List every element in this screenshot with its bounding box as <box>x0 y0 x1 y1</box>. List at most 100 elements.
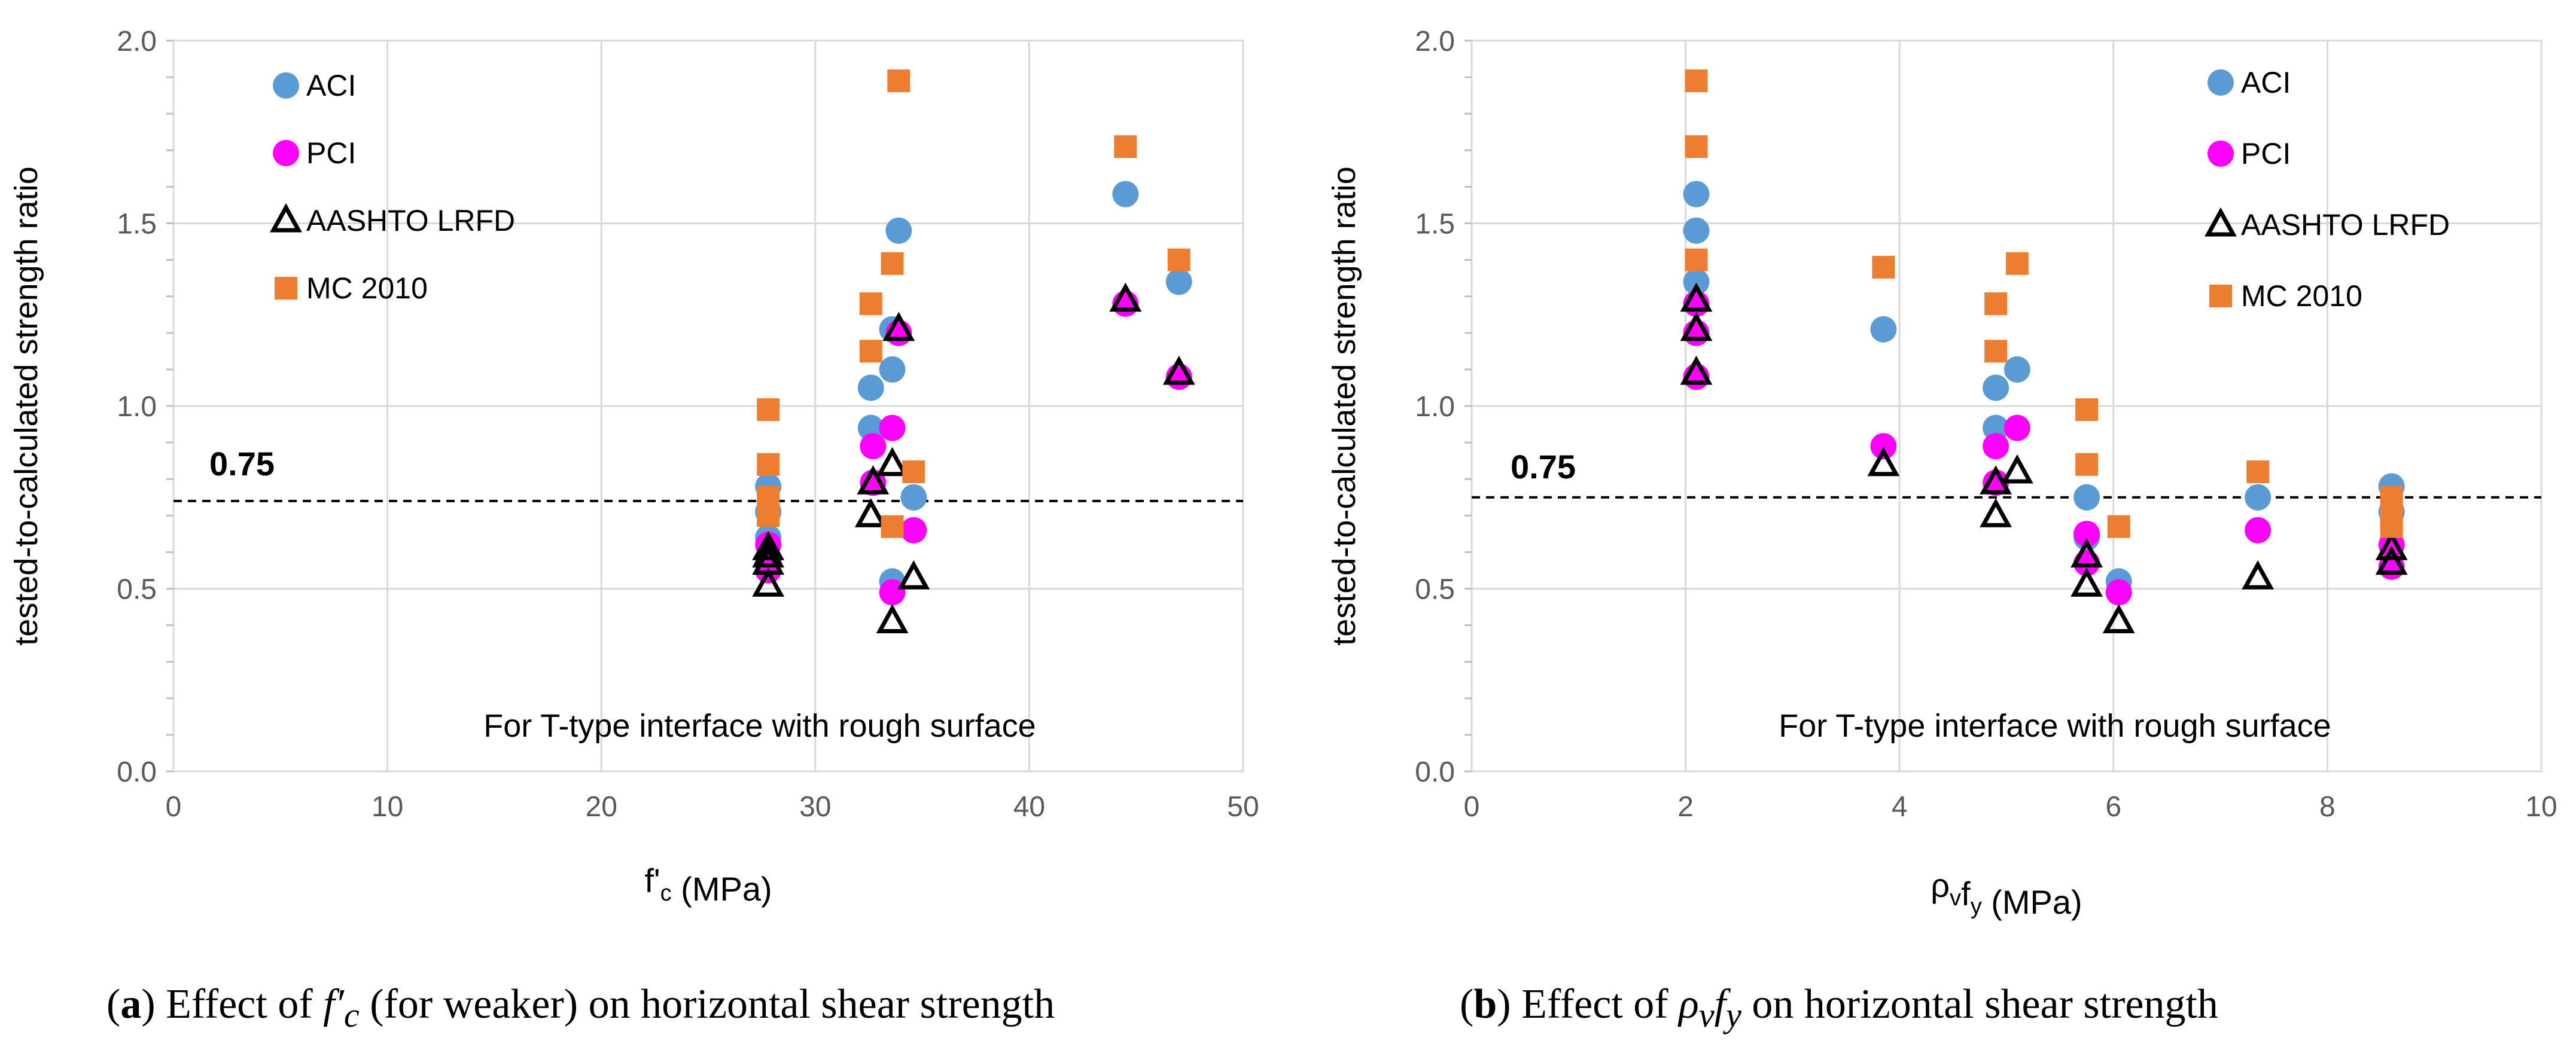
data-point <box>2075 453 2099 476</box>
data-point <box>1867 447 1900 477</box>
series-aashto-lrfd <box>1680 282 2408 633</box>
data-point <box>752 538 785 568</box>
data-point <box>2003 356 2030 383</box>
legend-label: ACI <box>306 69 356 102</box>
data-point <box>2245 484 2271 511</box>
series-aashto-lrfd <box>752 282 1195 633</box>
x-tick-label: 50 <box>1227 791 1259 823</box>
legend-marker <box>275 277 297 300</box>
data-point <box>897 560 930 590</box>
data-point <box>1980 498 2012 527</box>
x-tick-label: 10 <box>2525 791 2557 823</box>
y-tick-label: 1.0 <box>117 391 157 423</box>
legend-label: MC 2010 <box>2241 279 2362 313</box>
data-point <box>859 340 882 363</box>
x-tick-label: 10 <box>372 791 403 823</box>
data-point <box>857 374 884 401</box>
data-point <box>1165 268 1192 295</box>
reference-line-label: 0.75 <box>209 445 275 483</box>
data-point <box>879 414 906 441</box>
data-point <box>2245 517 2271 544</box>
reference-line-label: 0.75 <box>1511 448 1576 486</box>
y-tick-label: 0.5 <box>117 574 157 606</box>
data-point <box>1109 282 1142 312</box>
x-tick-label: 20 <box>586 791 617 823</box>
x-axis-label: f'c (MPa) <box>644 862 772 908</box>
data-point <box>1984 292 2008 315</box>
data-point <box>2102 604 2135 633</box>
y-tick-label: 1.5 <box>117 209 157 240</box>
data-point <box>1685 248 1708 271</box>
data-point <box>1983 374 2009 401</box>
data-point <box>1114 135 1137 158</box>
data-point <box>876 604 909 633</box>
data-point <box>1680 282 1713 312</box>
caption-b: (b) Effect of ρvfy on horizontal shear s… <box>1460 981 2218 1034</box>
data-point <box>757 453 780 476</box>
data-point <box>857 465 890 495</box>
data-point <box>902 460 925 483</box>
y-tick-label: 0.0 <box>1415 756 1455 788</box>
x-tick-label: 0 <box>166 791 182 823</box>
data-point <box>2073 484 2100 511</box>
data-point <box>1112 181 1139 207</box>
data-point <box>757 504 780 527</box>
x-tick-label: 4 <box>1892 791 1908 823</box>
legend-marker <box>273 140 299 166</box>
legend-label: AASHTO LRFD <box>2241 208 2450 242</box>
chart-b: 0 2 4 6 8 10 0.0 0.5 1.0 1.5 2.0 tested-to-calculat… <box>1326 26 2557 921</box>
data-point <box>1983 433 2009 460</box>
legend: ACI PCI AASHTO LRFD MC 2010 <box>270 69 515 305</box>
data-point <box>2070 567 2103 597</box>
data-point <box>879 579 906 606</box>
data-point <box>1870 316 1897 343</box>
caption-a: (a) Effect of f′c (for weaker) on horizo… <box>106 981 1055 1034</box>
y-tick-label: 2.0 <box>1415 26 1455 57</box>
x-tick-label: 30 <box>799 791 831 823</box>
series-mc-2010 <box>757 69 1190 538</box>
data-point <box>2380 515 2403 538</box>
y-axis-label: tested-to-calculated strength ratio <box>1326 166 1362 645</box>
annotation: For T-type interface with rough surface <box>1779 708 2331 744</box>
data-point <box>752 531 785 560</box>
x-tick-label: 8 <box>2319 791 2336 823</box>
data-point <box>876 447 909 477</box>
y-tick-label: 2.0 <box>117 26 157 57</box>
legend-marker <box>2207 141 2234 167</box>
data-point <box>885 217 912 244</box>
chart-a: 0 10 20 30 40 50 0.0 0.5 1.0 1.5 2.0 tested-to-calc… <box>8 26 1259 908</box>
data-point <box>1167 248 1190 271</box>
data-point <box>1870 433 1897 460</box>
data-point <box>2107 515 2130 538</box>
data-point <box>860 433 887 460</box>
x-tick-label: 2 <box>1677 791 1694 823</box>
legend-marker <box>270 203 302 233</box>
annotation: For T-type interface with rough surface <box>483 708 1036 744</box>
data-point <box>2242 560 2274 590</box>
x-axis-label: ρvfy (MPa) <box>1931 866 2082 921</box>
data-point <box>1683 268 1710 295</box>
data-point <box>854 498 887 527</box>
x-tick-label: 40 <box>1013 791 1045 823</box>
data-point <box>2070 538 2103 568</box>
data-point <box>881 252 904 275</box>
data-point <box>859 292 882 315</box>
y-tick-label: 0.5 <box>1415 574 1455 606</box>
legend-marker <box>2204 207 2237 237</box>
data-point <box>2075 398 2099 422</box>
data-point <box>1683 181 1710 207</box>
data-point <box>1680 312 1713 341</box>
legend-marker <box>2209 285 2232 307</box>
legend-label: PCI <box>2241 137 2291 170</box>
data-point <box>882 312 915 341</box>
y-tick-label: 1.0 <box>1415 391 1455 423</box>
data-point <box>2073 520 2100 547</box>
data-point <box>900 517 927 544</box>
legend-label: PCI <box>306 136 356 170</box>
data-point <box>860 469 887 496</box>
data-point <box>2105 579 2132 606</box>
legend-marker <box>273 72 299 99</box>
data-point <box>2375 531 2408 560</box>
legend-label: AASHTO LRFD <box>306 204 515 237</box>
